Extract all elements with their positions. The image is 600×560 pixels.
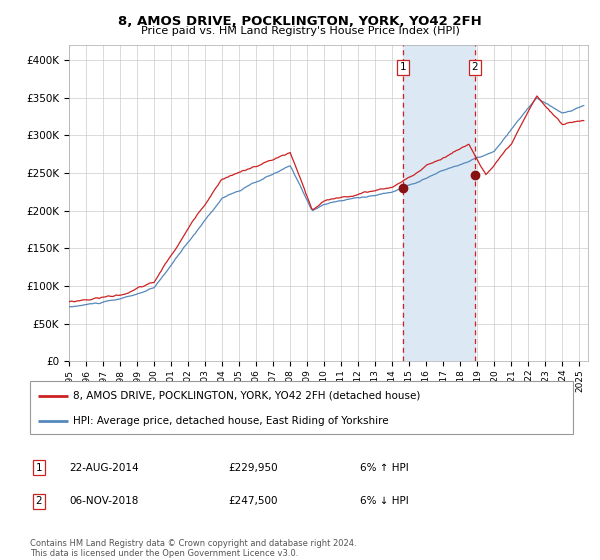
Text: 8, AMOS DRIVE, POCKLINGTON, YORK, YO42 2FH (detached house): 8, AMOS DRIVE, POCKLINGTON, YORK, YO42 2… [73, 391, 421, 401]
Text: 6% ↓ HPI: 6% ↓ HPI [360, 496, 409, 506]
Text: 22-AUG-2014: 22-AUG-2014 [69, 463, 139, 473]
Text: 1: 1 [35, 463, 43, 473]
Text: 2: 2 [472, 62, 478, 72]
Text: £229,950: £229,950 [228, 463, 278, 473]
Text: 2: 2 [35, 496, 43, 506]
Text: Contains HM Land Registry data © Crown copyright and database right 2024.
This d: Contains HM Land Registry data © Crown c… [30, 539, 356, 558]
FancyBboxPatch shape [30, 381, 573, 434]
Text: HPI: Average price, detached house, East Riding of Yorkshire: HPI: Average price, detached house, East… [73, 416, 389, 426]
Text: £247,500: £247,500 [228, 496, 277, 506]
Text: Price paid vs. HM Land Registry's House Price Index (HPI): Price paid vs. HM Land Registry's House … [140, 26, 460, 36]
Text: 06-NOV-2018: 06-NOV-2018 [69, 496, 139, 506]
Text: 8, AMOS DRIVE, POCKLINGTON, YORK, YO42 2FH: 8, AMOS DRIVE, POCKLINGTON, YORK, YO42 2… [118, 15, 482, 28]
Text: 6% ↑ HPI: 6% ↑ HPI [360, 463, 409, 473]
Text: 1: 1 [400, 62, 407, 72]
Bar [403, 45, 475, 361]
